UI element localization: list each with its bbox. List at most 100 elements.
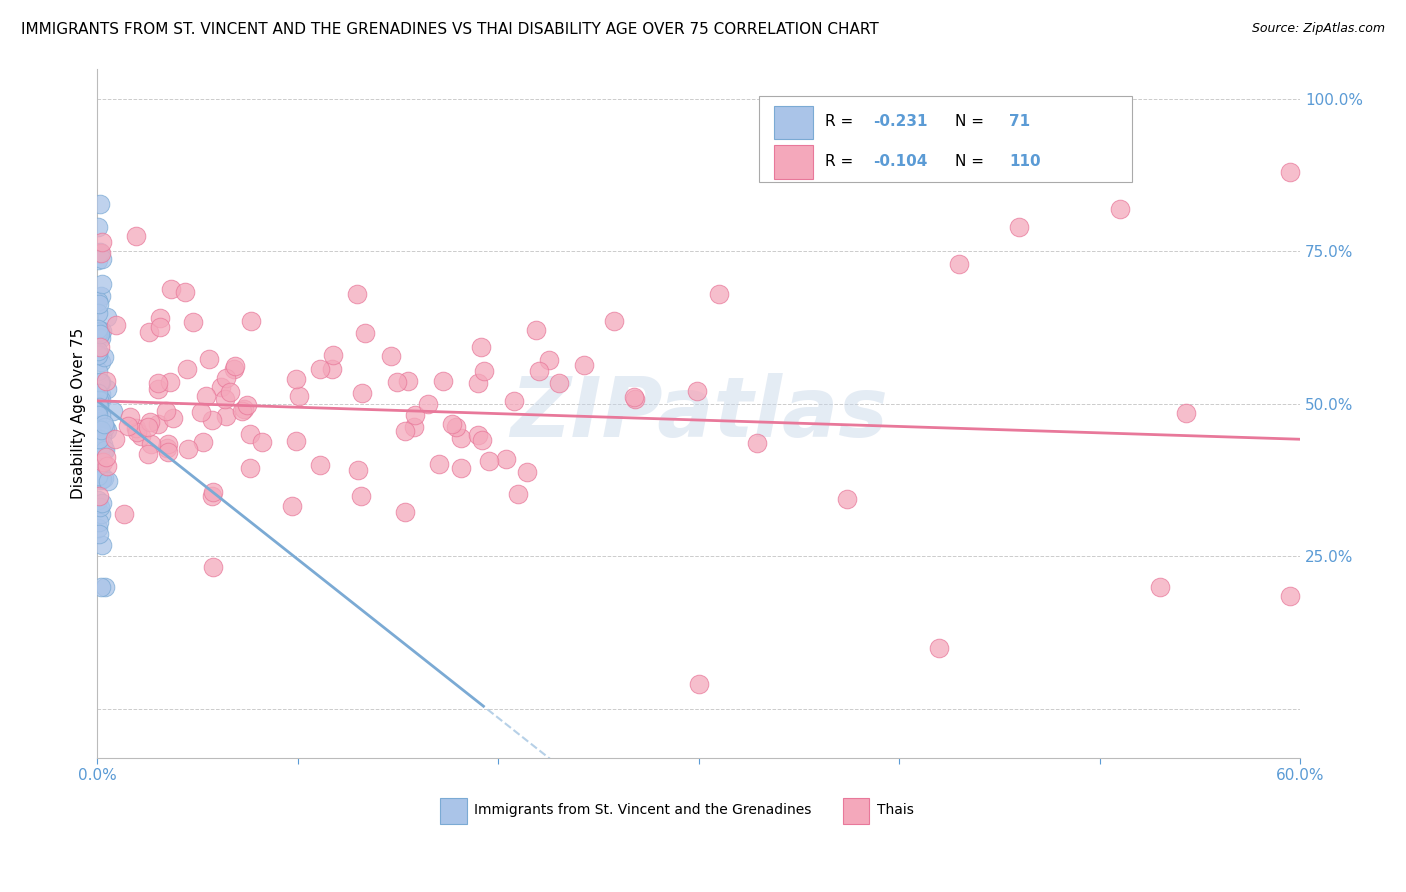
Point	[91, 252, 114, 266]
Point	[309, 458, 332, 472]
Point	[87, 245, 110, 260]
Point	[89, 376, 111, 390]
Point	[1008, 220, 1031, 235]
Text: ZIPatlas: ZIPatlas	[510, 373, 887, 453]
Point	[87, 395, 110, 409]
Point	[97, 474, 120, 488]
Point	[284, 372, 307, 386]
Point	[503, 394, 526, 409]
Point	[89, 489, 111, 503]
Point	[574, 358, 596, 372]
Point	[87, 219, 110, 234]
Point	[117, 419, 139, 434]
Point	[87, 293, 110, 308]
Point	[162, 411, 184, 425]
Point	[86, 398, 108, 412]
Point	[90, 288, 112, 302]
Point	[177, 442, 200, 456]
Point	[89, 443, 111, 458]
Point	[125, 425, 148, 439]
Point	[139, 415, 162, 429]
Point	[89, 422, 111, 436]
Point	[89, 392, 111, 407]
Point	[281, 499, 304, 513]
Point	[948, 257, 970, 271]
Point	[548, 376, 571, 390]
Point	[516, 465, 538, 479]
Text: Source: ZipAtlas.com: Source: ZipAtlas.com	[1251, 22, 1385, 36]
Point	[603, 314, 626, 328]
Point	[89, 500, 111, 514]
Point	[233, 402, 256, 417]
Point	[624, 392, 647, 407]
Text: Immigrants from St. Vincent and the Grenadines: Immigrants from St. Vincent and the Gren…	[474, 803, 811, 817]
Point	[93, 350, 115, 364]
Point	[201, 485, 224, 500]
Point	[349, 489, 371, 503]
Bar	[775, 145, 813, 178]
Point	[346, 463, 368, 477]
Point	[104, 318, 127, 333]
Point	[157, 445, 180, 459]
Point	[537, 353, 560, 368]
Point	[91, 455, 114, 469]
Point	[214, 392, 236, 406]
Point	[87, 297, 110, 311]
Point	[93, 471, 115, 485]
Point	[155, 403, 177, 417]
Point	[148, 382, 170, 396]
Point	[308, 361, 330, 376]
Point	[101, 403, 124, 417]
Point	[231, 404, 253, 418]
Point	[250, 435, 273, 450]
Point	[402, 419, 425, 434]
Point	[526, 323, 548, 337]
Point	[90, 246, 112, 260]
Point	[86, 385, 108, 400]
Point	[478, 454, 501, 468]
Point	[416, 397, 439, 411]
Point	[89, 400, 111, 414]
Point	[87, 492, 110, 507]
Point	[1175, 406, 1198, 420]
Text: N =: N =	[955, 153, 984, 169]
Point	[90, 508, 112, 522]
Point	[96, 458, 118, 473]
Point	[1108, 202, 1130, 216]
Bar	[440, 797, 467, 823]
Point	[87, 405, 110, 419]
Point	[93, 443, 115, 458]
Point	[1278, 165, 1301, 179]
Point	[385, 375, 408, 389]
Point	[90, 354, 112, 368]
Point	[86, 401, 108, 415]
Point	[86, 305, 108, 319]
Point	[1278, 589, 1301, 603]
Text: 71: 71	[1010, 114, 1031, 129]
Point	[190, 405, 212, 419]
Point	[394, 505, 416, 519]
Point	[380, 349, 402, 363]
Point	[321, 362, 343, 376]
Point	[346, 286, 368, 301]
Point	[467, 376, 489, 390]
Point	[471, 433, 494, 447]
Point	[176, 362, 198, 376]
Point	[215, 409, 238, 424]
Bar	[775, 106, 813, 139]
Point	[441, 417, 464, 431]
Point	[89, 244, 111, 259]
Point	[470, 340, 492, 354]
Point	[90, 474, 112, 488]
Y-axis label: Disability Age Over 75: Disability Age Over 75	[72, 327, 86, 499]
Point	[125, 421, 148, 435]
Point	[104, 432, 127, 446]
Point	[707, 287, 730, 301]
Point	[194, 389, 217, 403]
Point	[215, 370, 238, 384]
Point	[89, 437, 111, 451]
Point	[89, 340, 111, 354]
Point	[239, 461, 262, 475]
Point	[198, 351, 221, 366]
Point	[200, 489, 222, 503]
